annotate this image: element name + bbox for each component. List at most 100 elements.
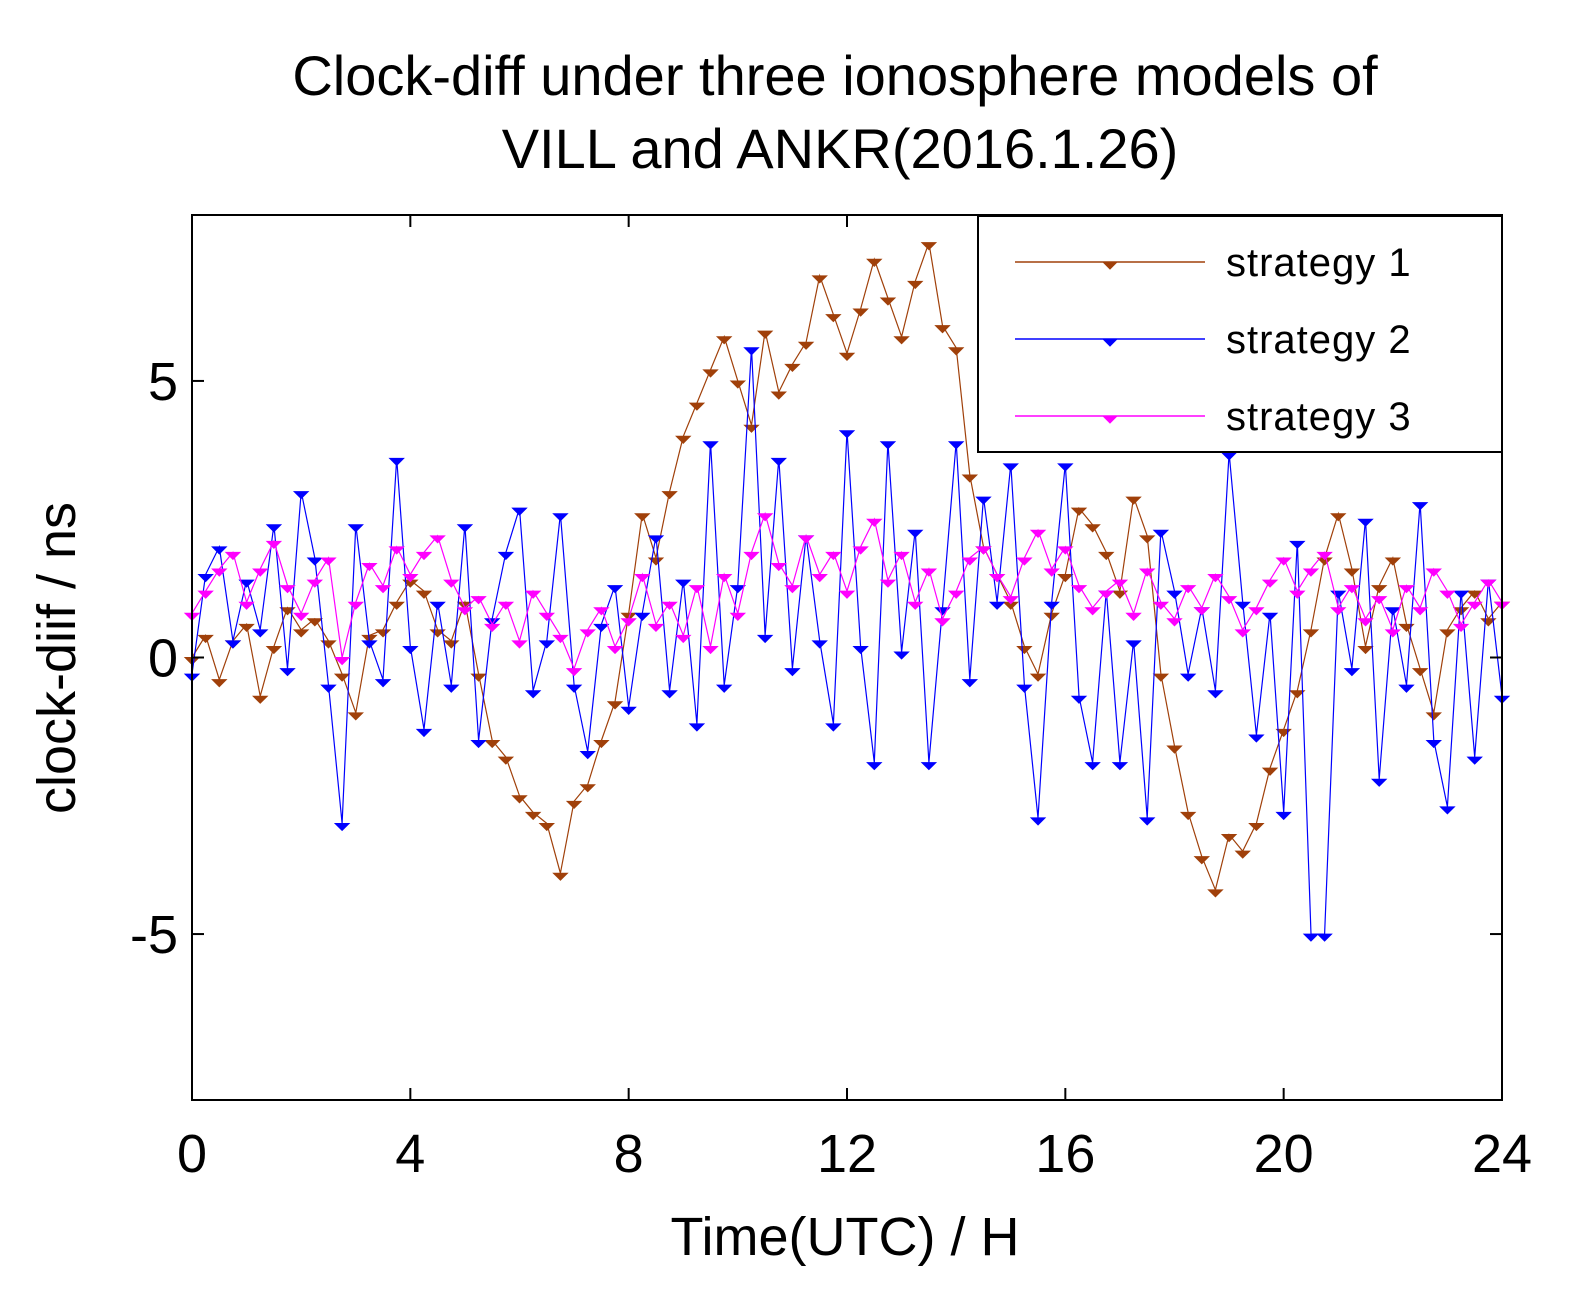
chart-title-line-1: Clock-diff under three ionosphere models…: [292, 44, 1378, 107]
data-point: [347, 524, 364, 533]
chart-title-line-2: VILL and ANKR(2016.1.26): [502, 117, 1179, 180]
data-point: [1357, 518, 1374, 527]
data-point: [320, 684, 337, 693]
data-point: [279, 668, 296, 677]
data-point: [811, 640, 828, 649]
data-point: [388, 457, 405, 467]
data-point: [688, 402, 706, 411]
data-point: [852, 645, 869, 655]
data-point: [484, 623, 501, 633]
data-point: [879, 297, 897, 306]
data-point: [797, 341, 815, 350]
data-point: [893, 651, 910, 660]
data-point: [879, 579, 897, 588]
data-point: [961, 474, 979, 483]
data-point: [634, 513, 651, 522]
data-point: [538, 822, 555, 832]
data-point: [756, 634, 774, 644]
data-point: [811, 574, 828, 583]
data-point: [1261, 612, 1279, 621]
data-point: [1152, 673, 1170, 682]
data-point: [265, 540, 283, 550]
data-point: [1084, 524, 1101, 533]
data-point: [333, 673, 351, 682]
legend-entry-1: strategy 1: [1015, 241, 1411, 285]
legend-entry-3: strategy 3: [1015, 395, 1411, 439]
data-point: [784, 363, 801, 373]
data-point: [511, 795, 528, 804]
data-point: [784, 585, 801, 594]
data-point: [593, 607, 610, 616]
data-point: [484, 618, 501, 627]
data-point: [1220, 834, 1238, 843]
data-point: [784, 668, 801, 677]
data-point: [279, 607, 296, 616]
data-point: [1480, 579, 1497, 588]
data-point: [484, 739, 501, 749]
data-point: [1125, 612, 1142, 621]
data-point: [1370, 585, 1388, 594]
data-point: [702, 645, 719, 655]
data-point: [361, 640, 378, 649]
data-point: [347, 712, 364, 721]
data-point: [374, 629, 392, 638]
data-point: [1343, 585, 1361, 594]
data-point: [1330, 513, 1347, 522]
data-point: [1220, 596, 1238, 605]
ticks-layer: 0 4 8 12 16 20 24 -5 0 5: [130, 215, 1532, 1184]
data-point: [1220, 452, 1238, 461]
data-point: [279, 585, 296, 594]
data-point: [415, 551, 433, 561]
data-point: [565, 800, 583, 810]
data-point: [1370, 778, 1388, 787]
data-point: [1179, 811, 1197, 821]
data-point: [920, 568, 938, 577]
data-point: [825, 551, 842, 561]
x-tick-label: 4: [395, 1124, 425, 1184]
data-point: [306, 618, 324, 627]
x-tick-label: 20: [1254, 1124, 1314, 1184]
data-point: [1139, 568, 1156, 577]
legend-marker: [1101, 415, 1119, 424]
data-point: [1166, 745, 1183, 754]
data-point: [838, 590, 856, 599]
data-point: [825, 723, 842, 732]
data-point: [934, 618, 951, 627]
data-point: [1466, 756, 1483, 765]
data-point: [702, 441, 719, 450]
data-point: [1275, 811, 1292, 821]
data-point: [1125, 640, 1142, 649]
data-point: [770, 457, 787, 467]
data-point: [456, 524, 474, 533]
legend-box: [977, 215, 1503, 453]
data-point: [524, 811, 542, 821]
data-point: [593, 623, 610, 633]
data-point: [1057, 463, 1074, 472]
data-point: [961, 557, 979, 566]
data-point: [729, 585, 747, 594]
data-point: [538, 640, 555, 649]
legend-marker: [1101, 261, 1119, 270]
data-point: [729, 612, 747, 621]
data-point: [907, 280, 924, 290]
data-point: [1411, 607, 1429, 616]
data-point: [552, 634, 569, 644]
data-point: [1452, 590, 1470, 599]
data-point: [224, 640, 242, 649]
data-point: [661, 601, 678, 610]
data-point: [1398, 623, 1415, 633]
data-point: [1289, 690, 1306, 699]
data-point: [1343, 668, 1361, 677]
data-point: [238, 623, 255, 633]
data-point: [320, 557, 337, 566]
data-point: [565, 668, 583, 677]
data-point: [811, 275, 828, 284]
data-point: [1207, 574, 1224, 583]
data-point: [1043, 601, 1060, 610]
data-point: [470, 739, 487, 749]
data-point: [975, 496, 992, 505]
data-point: [988, 574, 1006, 583]
data-point: [292, 612, 310, 621]
data-point: [292, 491, 310, 500]
x-axis-label: Time(UTC) / H: [671, 1207, 1020, 1267]
